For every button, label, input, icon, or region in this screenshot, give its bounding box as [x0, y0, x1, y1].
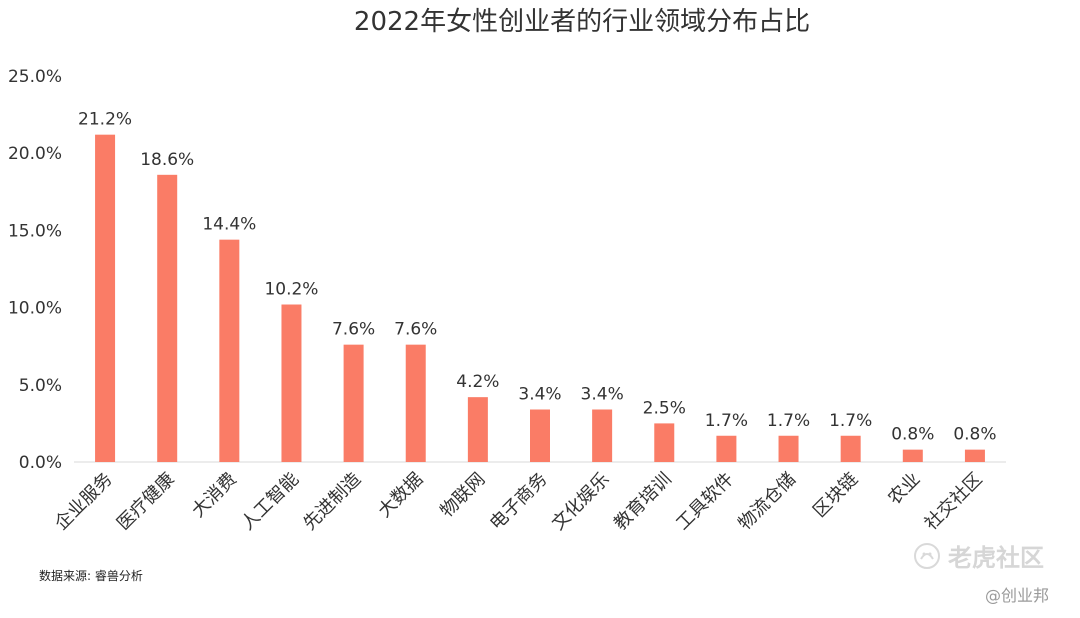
watermark-brand-text: 老虎社区 [948, 544, 1044, 572]
data-label: 14.4% [202, 215, 256, 235]
x-tick-label: 先进制造 [299, 469, 365, 535]
bar [95, 134, 116, 462]
watermark-brand: 老虎社区 [912, 538, 1044, 573]
x-tick-label: 文化娱乐 [548, 469, 614, 535]
y-tick-label: 20.0% [8, 144, 62, 164]
x-tick-label: 电子商务 [486, 469, 552, 535]
data-label: 7.6% [394, 320, 437, 340]
bar [219, 239, 240, 462]
y-tick-label: 15.0% [8, 221, 62, 241]
bars [95, 134, 985, 463]
y-tick-label: 10.0% [8, 299, 62, 319]
data-label: 3.4% [581, 385, 624, 405]
data-label: 2.5% [643, 398, 686, 418]
chart-title: 2022年女性创业者的行业领域分布占比 [354, 7, 810, 37]
y-tick-label: 25.0% [8, 67, 62, 87]
data-label: 1.7% [829, 411, 872, 431]
x-tick-label: 大数据 [374, 469, 427, 522]
x-tick-label: 大消费 [188, 469, 241, 522]
data-label: 3.4% [518, 385, 561, 405]
y-tick-label: 5.0% [19, 376, 62, 396]
bar [281, 304, 302, 462]
data-label: 0.8% [891, 425, 934, 445]
bar [840, 435, 861, 462]
bar [467, 397, 488, 462]
y-axis: 0.0% 5.0% 10.0% 15.0% 20.0% 25.0% [8, 67, 62, 473]
x-tick-label: 企业服务 [51, 469, 117, 535]
y-tick-label: 0.0% [19, 453, 62, 473]
data-label: 7.6% [332, 320, 375, 340]
x-tick-label: 工具软件 [672, 469, 738, 535]
data-source-note: 数据来源: 睿兽分析 [39, 569, 143, 583]
x-tick-label: 物流仓储 [734, 469, 800, 535]
x-tick-label: 教育培训 [610, 469, 676, 535]
tiger-logo-icon [914, 542, 940, 569]
bar [405, 344, 426, 462]
x-tick-label: 医疗健康 [113, 469, 179, 535]
data-label: 21.2% [78, 110, 132, 130]
data-labels: 21.2% 18.6% 14.4% 10.2% 7.6% 7.6% 4.2% 3.4% 3.4%… [78, 110, 996, 445]
bar [654, 423, 675, 462]
bar [343, 344, 364, 462]
bar [964, 449, 985, 462]
x-tick-label: 区块链 [809, 469, 862, 522]
bar [157, 174, 178, 463]
data-label: 10.2% [264, 280, 318, 300]
bar [716, 435, 737, 462]
x-tick-label: 社交社区 [921, 469, 987, 535]
x-tick-label: 物联网 [436, 469, 489, 522]
data-label: 1.7% [705, 411, 748, 431]
bar [902, 449, 923, 462]
bar [778, 435, 799, 462]
watermark-credit: @创业邦 [985, 586, 1050, 605]
bar [592, 409, 613, 462]
data-label: 18.6% [140, 150, 194, 170]
data-label: 1.7% [767, 411, 810, 431]
data-label: 0.8% [953, 425, 996, 445]
bar [530, 409, 550, 462]
x-tick-label: 人工智能 [237, 469, 303, 535]
x-tick-label: 农业 [884, 469, 924, 509]
data-label: 4.2% [456, 372, 499, 392]
